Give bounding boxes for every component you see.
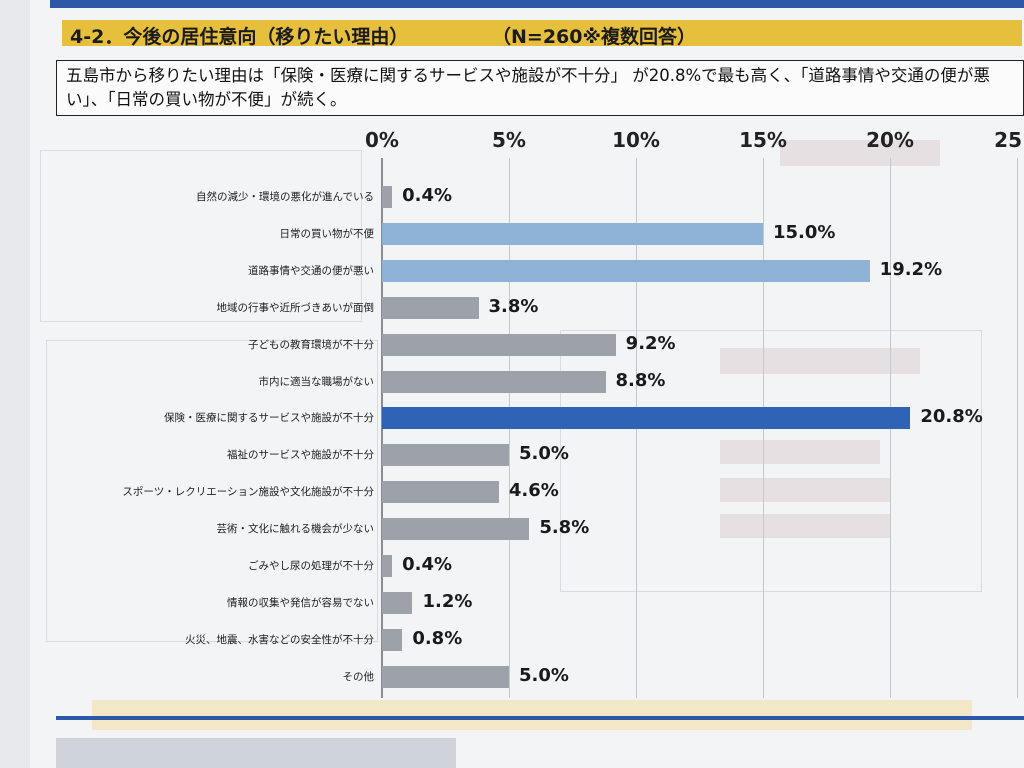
x-tick-label: 0% (365, 128, 399, 152)
bottom-band (56, 738, 456, 768)
bar (382, 665, 509, 688)
bar (382, 296, 479, 319)
bar (382, 481, 499, 504)
category-label: 子どもの教育環境が不十分 (248, 338, 374, 351)
value-label: 19.2% (879, 258, 943, 280)
bar (382, 222, 763, 245)
value-label: 0.4% (402, 554, 453, 575)
value-label: 15.0% (773, 221, 836, 243)
value-label: 3.8% (488, 295, 539, 317)
summary-box (56, 60, 1024, 116)
category-label: 情報の収集や発信が容易でない (227, 596, 374, 609)
category-label: ごみやし尿の処理が不十分 (248, 560, 374, 572)
ghost-bar (720, 348, 920, 374)
ghost-bar (720, 440, 880, 464)
x-tick-label: 15% (739, 128, 787, 152)
x-tick-label: 5% (492, 128, 526, 152)
value-label: 20.8% (920, 406, 983, 428)
x-tick-label: 10% (612, 128, 660, 152)
category-label: その他 (342, 670, 375, 683)
value-label: 0.8% (412, 627, 463, 649)
ghost-panel (560, 330, 982, 592)
page-title: 4-2．今後の居住意向（移りたい理由） (70, 26, 409, 48)
x-tick-label: 25 (994, 128, 1022, 152)
bar (382, 518, 530, 541)
value-label: 5.0% (519, 443, 569, 465)
bar (382, 186, 393, 208)
bar (382, 259, 870, 282)
category-label: 市内に適当な職場がない (258, 375, 375, 388)
category-label: 芸術・文化に触れる機会が少ない (216, 523, 375, 536)
sample-size-note: （N=260※複数回答） (492, 26, 696, 48)
category-label: 道路事情や交通の便が悪い (248, 264, 374, 277)
ghost-bar (780, 140, 940, 166)
footer-strip (56, 716, 1024, 720)
bar (382, 407, 911, 430)
value-label: 5.0% (519, 664, 569, 686)
category-label: 保険・医療に関するサービスや施設が不十分 (164, 412, 374, 425)
category-label: 福祉のサービスや施設が不十分 (227, 449, 374, 462)
value-label: 1.2% (422, 590, 473, 612)
value-label: 9.2% (625, 332, 676, 354)
bar (382, 555, 393, 577)
category-label: 火災、地震、水害などの安全性が不十分 (185, 633, 374, 646)
value-label: 4.6% (508, 480, 559, 502)
value-label: 5.8% (539, 517, 590, 539)
value-label: 0.4% (402, 185, 453, 206)
value-label: 8.8% (615, 369, 666, 391)
category-label: 地域の行事や近所づきあいが面倒 (216, 301, 375, 314)
category-label: 自然の減少・環境の悪化が進んでいる (196, 191, 374, 203)
ghost-bar (720, 514, 890, 538)
footer-ghost (92, 700, 972, 730)
bar (382, 591, 413, 614)
category-label: 日常の買い物が不便 (279, 227, 375, 240)
bar (382, 333, 616, 356)
summary-text: 五島市から移りたい理由は「保険・医療に関するサービスや施設が不十分」 が20.8… (66, 66, 990, 109)
bar (382, 444, 509, 467)
bar (382, 628, 403, 651)
gridline (1017, 158, 1018, 698)
top-band (50, 0, 1024, 8)
bar (382, 370, 606, 393)
x-tick-label: 20% (866, 128, 914, 152)
heading-bar (62, 20, 1022, 46)
ghost-panel (46, 340, 378, 642)
category-label: スポーツ・レクリエーション施設や文化施設が不十分 (122, 486, 374, 499)
ghost-panel (40, 150, 362, 322)
ghost-bar (720, 478, 890, 502)
